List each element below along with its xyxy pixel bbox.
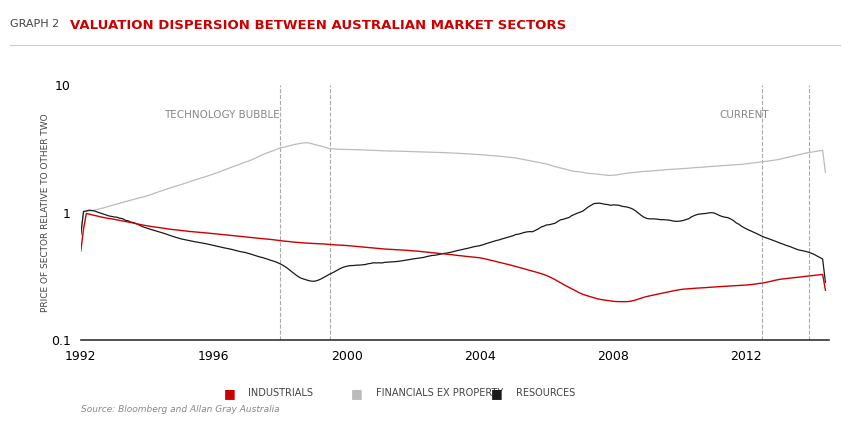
Text: GRAPH 2: GRAPH 2 xyxy=(10,19,60,29)
Text: ■: ■ xyxy=(491,387,503,399)
Text: INDUSTRIALS: INDUSTRIALS xyxy=(248,388,313,398)
Text: ■: ■ xyxy=(224,387,235,399)
Text: FINANCIALS EX PROPERTY: FINANCIALS EX PROPERTY xyxy=(376,388,503,398)
Text: VALUATION DISPERSION BETWEEN AUSTRALIAN MARKET SECTORS: VALUATION DISPERSION BETWEEN AUSTRALIAN … xyxy=(70,19,566,32)
Text: RESOURCES: RESOURCES xyxy=(516,388,575,398)
Text: TECHNOLOGY BUBBLE: TECHNOLOGY BUBBLE xyxy=(164,110,280,120)
Text: Source: Bloomberg and Allan Gray Australia: Source: Bloomberg and Allan Gray Austral… xyxy=(81,405,280,414)
Text: CURRENT: CURRENT xyxy=(719,110,768,120)
Text: ■: ■ xyxy=(351,387,363,399)
Y-axis label: PRICE OF SECTOR RELATIVE TO OTHER TWO: PRICE OF SECTOR RELATIVE TO OTHER TWO xyxy=(41,113,50,312)
